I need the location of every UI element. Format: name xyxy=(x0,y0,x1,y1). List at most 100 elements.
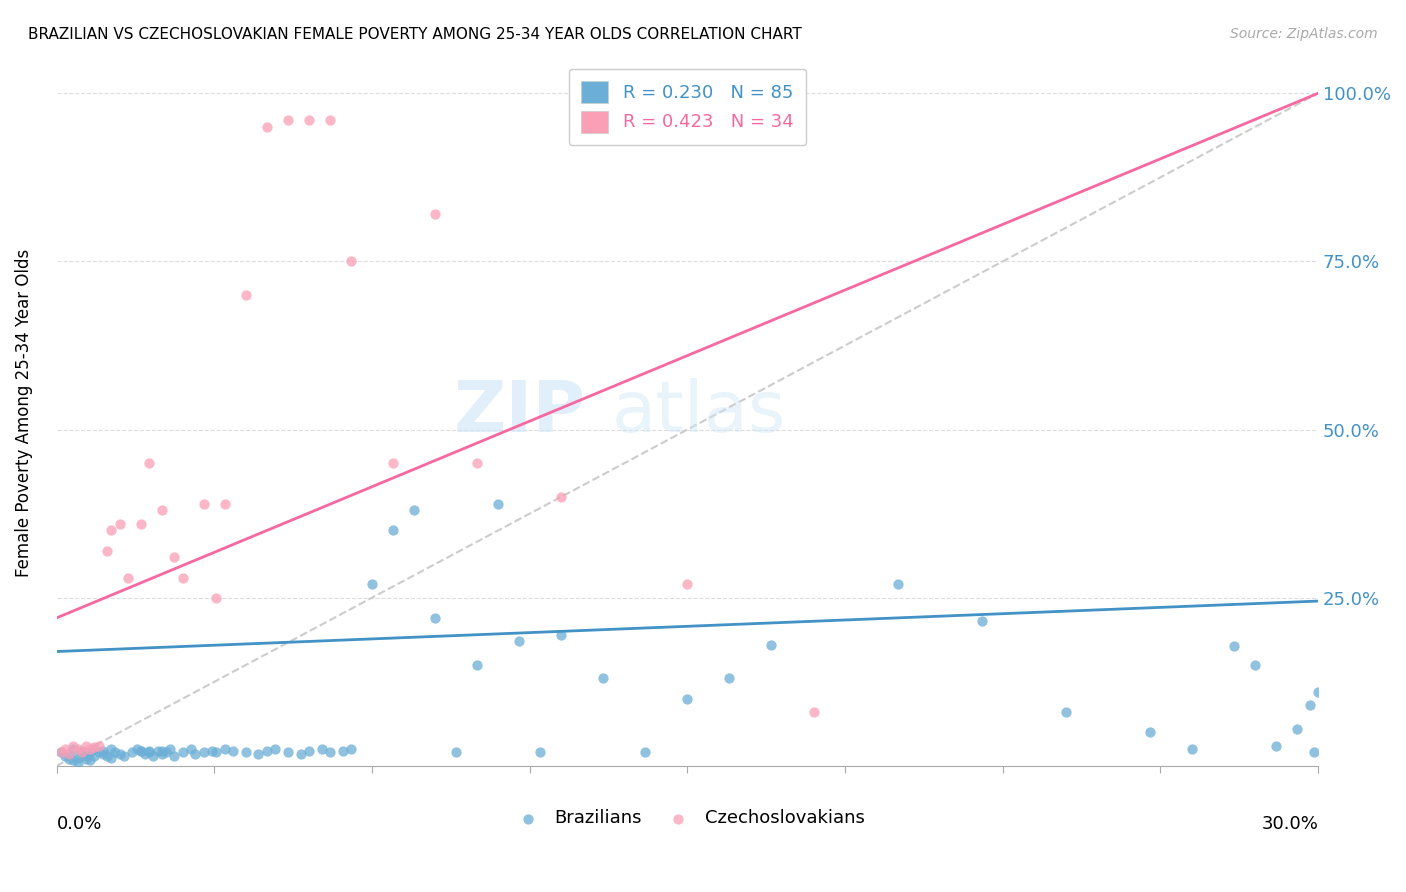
Point xyxy=(150,503,173,517)
Point xyxy=(319,746,342,760)
Point xyxy=(1244,657,1267,672)
Point xyxy=(465,456,488,470)
Point xyxy=(117,570,139,584)
Point xyxy=(761,638,783,652)
Point xyxy=(193,746,215,760)
Point xyxy=(676,577,699,591)
Point xyxy=(62,739,84,753)
Point xyxy=(803,705,825,719)
Point xyxy=(75,748,97,763)
Point xyxy=(256,120,278,134)
Point xyxy=(444,746,467,760)
Point xyxy=(311,742,333,756)
Point xyxy=(83,739,105,754)
Point xyxy=(332,744,354,758)
Point xyxy=(70,744,93,758)
Point xyxy=(550,490,572,504)
Point xyxy=(96,543,118,558)
Point xyxy=(62,742,84,756)
Point xyxy=(66,751,89,765)
Point xyxy=(298,744,321,758)
Point xyxy=(361,577,384,591)
Point xyxy=(172,570,194,584)
Point xyxy=(159,742,181,756)
Legend: Brazilians, Czechoslovakians: Brazilians, Czechoslovakians xyxy=(502,802,873,835)
Point xyxy=(1299,698,1322,713)
Point xyxy=(319,113,342,128)
Point xyxy=(49,746,72,760)
Point xyxy=(163,748,186,763)
Point xyxy=(49,746,72,760)
Point xyxy=(138,744,160,758)
Point xyxy=(718,672,741,686)
Point xyxy=(79,742,101,756)
Point xyxy=(91,747,114,761)
Point xyxy=(402,503,425,517)
Point xyxy=(970,614,993,628)
Point xyxy=(100,751,122,765)
Point xyxy=(79,746,101,760)
Point xyxy=(1054,705,1077,719)
Point xyxy=(205,746,228,760)
Point xyxy=(340,254,363,268)
Point xyxy=(83,742,105,756)
Point xyxy=(277,746,299,760)
Point xyxy=(1303,746,1326,760)
Text: ZIP: ZIP xyxy=(454,378,586,447)
Point xyxy=(83,748,105,763)
Point xyxy=(382,456,405,470)
Point xyxy=(96,748,118,763)
Point xyxy=(382,524,405,538)
Point xyxy=(247,747,270,761)
Point xyxy=(150,744,173,758)
Point xyxy=(87,739,110,753)
Point xyxy=(634,746,657,760)
Point xyxy=(1181,742,1204,756)
Point xyxy=(100,524,122,538)
Point xyxy=(1139,725,1161,739)
Point xyxy=(121,746,143,760)
Point xyxy=(508,634,530,648)
Point xyxy=(58,752,80,766)
Point xyxy=(104,746,127,760)
Point xyxy=(100,742,122,756)
Point xyxy=(146,744,169,758)
Point xyxy=(486,497,509,511)
Text: 30.0%: 30.0% xyxy=(1261,815,1319,833)
Point xyxy=(180,742,202,756)
Point xyxy=(256,744,278,758)
Point xyxy=(75,752,97,766)
Text: Source: ZipAtlas.com: Source: ZipAtlas.com xyxy=(1230,27,1378,41)
Text: BRAZILIAN VS CZECHOSLOVAKIAN FEMALE POVERTY AMONG 25-34 YEAR OLDS CORRELATION CH: BRAZILIAN VS CZECHOSLOVAKIAN FEMALE POVE… xyxy=(28,27,801,42)
Point xyxy=(1223,639,1246,653)
Point xyxy=(138,746,160,760)
Point xyxy=(142,748,165,763)
Point xyxy=(184,747,207,761)
Point xyxy=(129,744,152,758)
Point xyxy=(134,747,156,761)
Point xyxy=(277,113,299,128)
Point xyxy=(340,742,363,756)
Point xyxy=(53,748,76,763)
Point xyxy=(214,497,236,511)
Point xyxy=(264,742,287,756)
Point xyxy=(91,744,114,758)
Point xyxy=(155,746,177,760)
Point xyxy=(70,747,93,761)
Point xyxy=(423,611,446,625)
Point xyxy=(529,746,551,760)
Point xyxy=(886,577,908,591)
Point xyxy=(214,742,236,756)
Y-axis label: Female Poverty Among 25-34 Year Olds: Female Poverty Among 25-34 Year Olds xyxy=(15,249,32,577)
Point xyxy=(423,207,446,221)
Point xyxy=(150,747,173,761)
Point xyxy=(108,516,131,531)
Point xyxy=(550,628,572,642)
Point xyxy=(465,657,488,672)
Point xyxy=(193,497,215,511)
Point xyxy=(1308,685,1330,699)
Point xyxy=(222,744,245,758)
Point xyxy=(129,516,152,531)
Point xyxy=(108,747,131,761)
Point xyxy=(235,746,257,760)
